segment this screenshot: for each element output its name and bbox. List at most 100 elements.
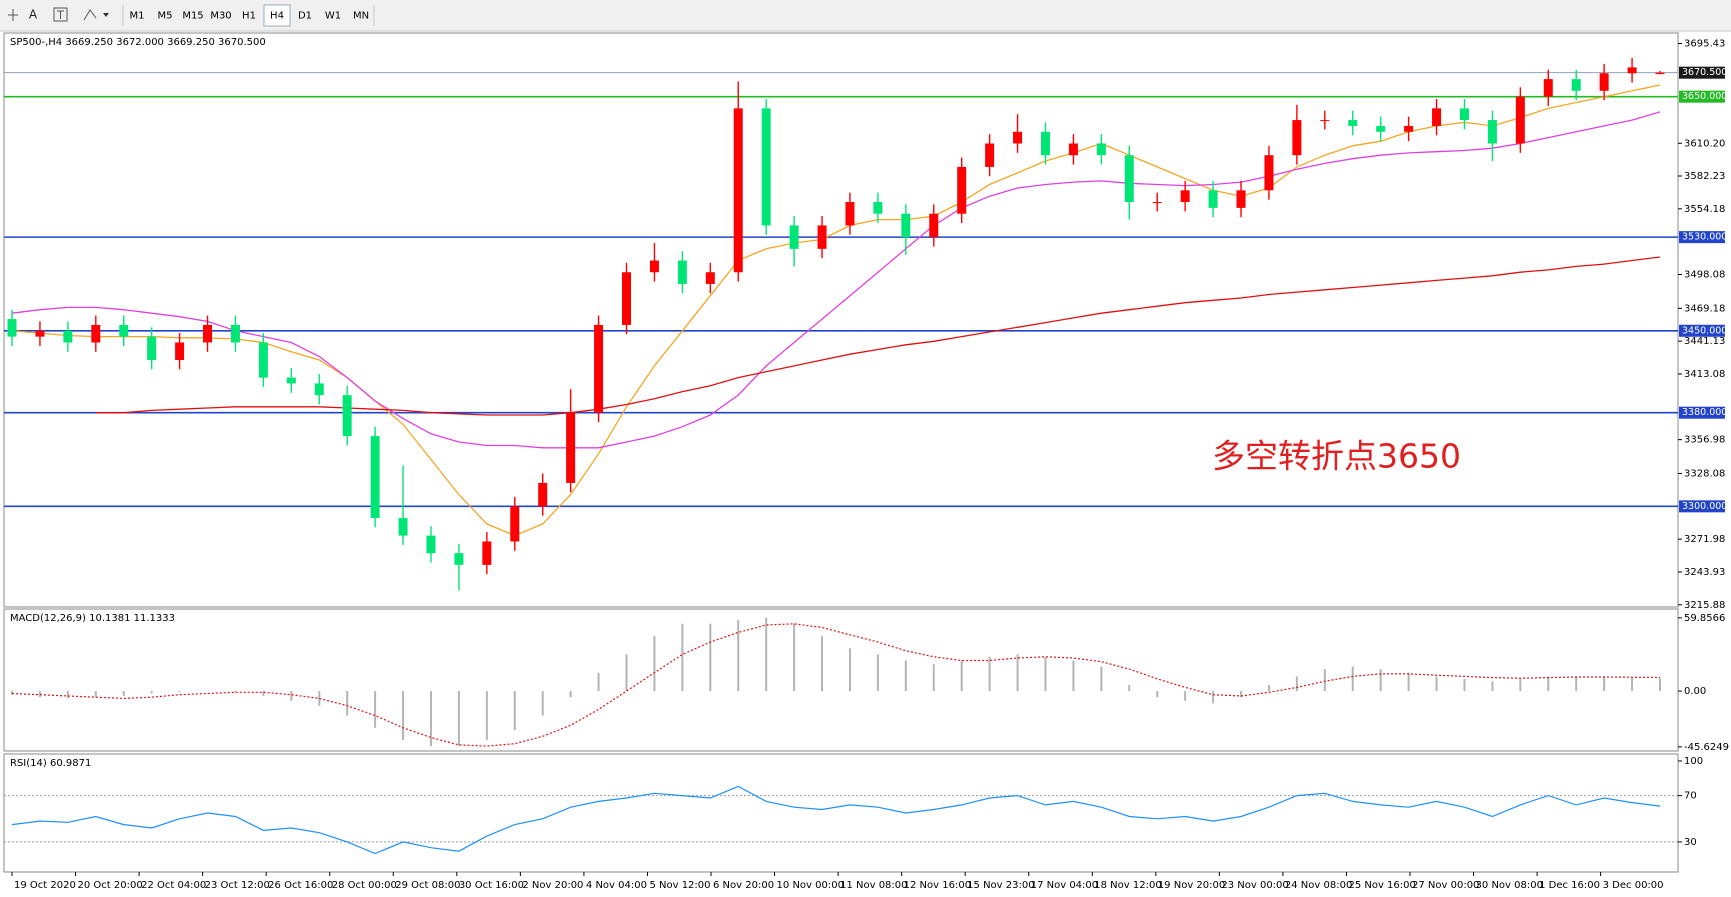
candle-body <box>789 225 799 249</box>
candle-body <box>63 330 73 343</box>
x-tick-label: 27 Nov 00:00 <box>1412 880 1479 891</box>
candle-body <box>426 535 436 554</box>
price-pane <box>3 32 1679 608</box>
y-tick-label: 70 <box>1684 791 1697 802</box>
candle-body <box>370 436 380 519</box>
timeframe-button[interactable]: M1 <box>130 11 145 22</box>
timeframe-button[interactable]: H4 <box>270 11 284 22</box>
candle-body <box>7 319 17 337</box>
active-button <box>263 4 291 27</box>
current-price-bg <box>1679 66 1725 79</box>
timeframe-button[interactable]: M30 <box>210 11 231 22</box>
y-tick-label: 3328.08 <box>1684 468 1725 479</box>
x-tick-label: 22 Oct 04:00 <box>141 880 206 891</box>
y-tick-label: -45.6249 <box>1684 742 1729 753</box>
candle-body <box>649 260 659 273</box>
candle-body <box>35 330 45 337</box>
y-tick-label: 0.00 <box>1684 686 1706 697</box>
y-tick-label: 3582.23 <box>1684 171 1725 182</box>
candle-body <box>119 324 129 337</box>
y-tick-label: 3498.08 <box>1684 269 1725 280</box>
candle-body <box>705 272 715 284</box>
macd-pane <box>3 608 1679 752</box>
x-tick-label: 19 Nov 20:00 <box>1158 880 1225 891</box>
y-tick-label: 3413.08 <box>1684 369 1725 380</box>
timeframe-button[interactable]: D1 <box>298 11 312 22</box>
x-tick-label: 12 Nov 16:00 <box>904 880 971 891</box>
y-tick-label: 30 <box>1684 837 1697 848</box>
candle-body <box>286 377 296 384</box>
icon <box>53 7 68 22</box>
candle-body <box>733 108 743 273</box>
toolbar-bg <box>0 0 1731 31</box>
y-tick-label: 3695.43 <box>1684 38 1725 49</box>
candle-body <box>1013 131 1023 144</box>
level-label: 3300.000 <box>1682 501 1727 512</box>
candle-body <box>1292 120 1302 156</box>
timeframe-button[interactable]: W1 <box>325 11 341 22</box>
y-tick-label: 3215.88 <box>1684 600 1725 611</box>
x-tick-label: 11 Nov 08:00 <box>840 880 907 891</box>
candle-body <box>873 202 883 214</box>
candle-body <box>147 336 157 361</box>
candle-body <box>1152 202 1162 204</box>
x-tick-label: 6 Nov 20:00 <box>713 880 774 891</box>
shapes-tool[interactable] <box>83 9 109 21</box>
candle-body <box>1096 143 1106 156</box>
candle-body <box>454 553 464 565</box>
x-tick-label: 1 Dec 16:00 <box>1539 880 1600 891</box>
x-tick-label: 24 Nov 08:00 <box>1285 880 1352 891</box>
label-tool[interactable] <box>53 7 68 22</box>
crosshair-tool[interactable] <box>3 5 23 25</box>
candle-body <box>1320 120 1330 122</box>
x-tick-label: 15 Nov 23:00 <box>967 880 1034 891</box>
x-tick-label: 10 Nov 00:00 <box>777 880 844 891</box>
candle-body <box>845 202 855 226</box>
y-tick-label: 3610.20 <box>1684 138 1725 149</box>
candle-body <box>566 412 576 483</box>
candle-body <box>258 342 268 378</box>
candle-body <box>1068 143 1078 156</box>
toolbar: A <box>0 0 1731 32</box>
pane-title: MACD(12,26,9) 10.1381 11.1333 <box>10 613 175 624</box>
timeframe-button[interactable]: M15 <box>182 11 203 22</box>
candle-body <box>91 324 101 343</box>
candle-body <box>482 541 492 565</box>
candle-body <box>929 213 939 238</box>
x-tick-label: 23 Oct 12:00 <box>205 880 270 891</box>
x-tick-label: 23 Nov 00:00 <box>1221 880 1288 891</box>
candle-body <box>1459 108 1469 121</box>
text-tool[interactable]: A <box>29 8 38 22</box>
candle-body <box>1236 190 1246 208</box>
candle-body <box>1348 120 1358 126</box>
level-label: 3530.000 <box>1682 232 1727 243</box>
rsi-line <box>11 785 1661 855</box>
level-label-bg <box>1679 500 1725 513</box>
level-label: 3450.000 <box>1682 325 1727 336</box>
candle-body <box>510 506 520 542</box>
candle-body <box>594 324 604 413</box>
timeframe-button[interactable]: H1 <box>242 11 256 22</box>
candle-body <box>817 225 827 249</box>
icon <box>103 13 109 17</box>
x-tick-label: 26 Oct 16:00 <box>268 880 333 891</box>
rsi-pane <box>3 753 1679 873</box>
annotation: 多空转折点3650 <box>1212 437 1461 476</box>
timeframe-button[interactable]: MN <box>353 11 369 22</box>
timeframe-button[interactable]: M5 <box>158 11 173 22</box>
moving-average <box>11 111 1661 449</box>
y-tick-label: 100 <box>1684 756 1703 767</box>
candle-body <box>1655 72 1665 75</box>
candle-body <box>1040 131 1050 156</box>
moving-average <box>95 256 1661 416</box>
level-label: 3650.000 <box>1682 91 1727 102</box>
level-label-bg <box>1679 324 1725 337</box>
icon <box>83 9 97 21</box>
candle-body <box>1599 73 1609 91</box>
candle-body <box>985 143 995 167</box>
pane-title: RSI(14) 60.9871 <box>10 758 91 769</box>
candle-body <box>1404 125 1414 132</box>
x-tick-label: 18 Nov 12:00 <box>1094 880 1161 891</box>
candle-body <box>901 213 911 238</box>
